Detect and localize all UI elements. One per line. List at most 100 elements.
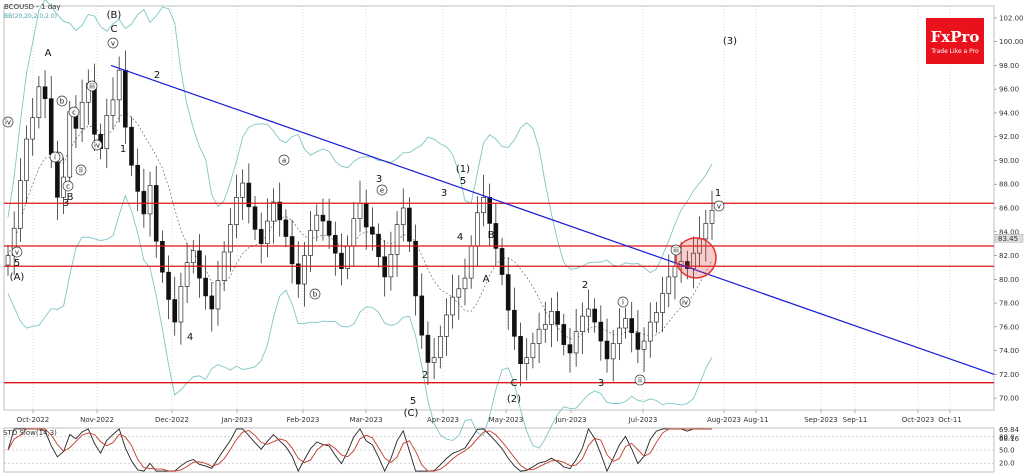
circled-wave-label: i: [54, 154, 56, 162]
candle-body: [623, 318, 628, 329]
candle-body: [542, 324, 548, 330]
x-tick-label: Aug-2023: [707, 416, 741, 424]
candle-body: [116, 69, 122, 101]
x-tick-label: Oct-2023: [902, 416, 934, 424]
wave-label: B: [488, 230, 495, 241]
candle-body: [400, 207, 406, 225]
circled-wave-label: ii: [638, 377, 642, 385]
candle-body: [431, 357, 437, 363]
candle-body: [425, 334, 431, 363]
wave-label: 1: [715, 188, 721, 199]
stochastic-value-label: 69.84: [999, 426, 1020, 434]
candle-body: [419, 295, 425, 336]
candle-body: [629, 318, 635, 334]
stochastic-level-label: 20.0: [999, 460, 1015, 468]
candle-body: [468, 245, 474, 279]
candle-body: [505, 274, 511, 311]
wave-circle: [75, 164, 87, 176]
candle-body: [413, 240, 418, 297]
candle-body: [209, 295, 215, 310]
candle-body: [462, 277, 468, 290]
circled-wave-label: iii: [673, 247, 679, 255]
candle-body: [129, 126, 134, 166]
candle-body: [184, 262, 190, 287]
circled-wave-label: b: [60, 98, 65, 106]
y-tick-label: 98.00: [999, 62, 1019, 70]
wave-label: 5: [14, 258, 20, 269]
wave-label: 4: [187, 332, 193, 343]
candlesticks: [5, 50, 715, 387]
wave-label: (A): [10, 272, 25, 283]
candle-body: [512, 309, 517, 337]
candle-body: [240, 182, 245, 198]
candle-body: [709, 210, 715, 224]
candle-body: [641, 340, 647, 350]
wave-label: C: [111, 24, 118, 35]
date-axis: Oct-2022 Nov-2022 Dec-2022 Jan-2023 Feb-2023…: [17, 410, 962, 424]
y-tick-label: 90.00: [999, 157, 1019, 165]
candle-body: [18, 180, 23, 229]
candle-body: [308, 230, 313, 256]
candle-body: [598, 321, 604, 342]
stochastic-d-line: [7, 428, 712, 472]
stochastic-label: STO Slow(14,3): [3, 429, 57, 437]
y-tick-label: 72.00: [999, 371, 1019, 379]
candle-body: [666, 276, 672, 294]
candle-body: [567, 344, 573, 354]
logo-brand: FxPro: [931, 28, 980, 46]
circled-wave-label: c: [72, 109, 76, 117]
candle-body: [456, 288, 462, 298]
fxpro-logo: FxPro Trade Like a Pro: [926, 18, 984, 64]
candle-body: [30, 117, 36, 140]
candle-body: [394, 224, 400, 255]
candle-body: [320, 214, 326, 222]
circled-wave-label: iv: [5, 119, 11, 127]
candle-body: [203, 277, 208, 297]
circled-wave-label: b: [313, 291, 318, 299]
y-tick-label: 80.00: [999, 276, 1019, 284]
wave-label: 2: [422, 370, 428, 381]
candle-body: [345, 245, 350, 269]
x-tick-label: Sep-2023: [804, 416, 838, 424]
candle-body: [444, 314, 449, 337]
wave-label: (B): [107, 10, 122, 21]
candle-body: [252, 206, 258, 230]
wave-label: 1: [120, 144, 126, 155]
candle-body: [592, 308, 597, 323]
candle-body: [302, 255, 307, 285]
candle-body: [654, 312, 659, 323]
circled-wave-label: i: [622, 299, 624, 307]
candle-body: [635, 332, 641, 350]
candle-body: [110, 99, 116, 116]
wave-circle: [617, 296, 629, 308]
candle-body: [271, 201, 276, 222]
candle-body: [437, 336, 443, 359]
wave-circle: [56, 95, 68, 107]
candle-body: [450, 296, 455, 316]
stochastic-level-label: 80.0: [999, 433, 1015, 441]
wave-label: 3: [376, 174, 382, 185]
y-tick-label: 86.00: [999, 205, 1019, 213]
wave-circle: [11, 246, 23, 258]
wave-label: A: [45, 48, 52, 59]
y-tick-label: 94.00: [999, 109, 1019, 117]
wave-label: 5: [410, 396, 416, 407]
wave-circle: [376, 184, 388, 196]
x-tick-label: Jul-2023: [628, 416, 658, 424]
candle-body: [104, 115, 110, 149]
candle-body: [172, 299, 178, 323]
candle-body: [234, 197, 239, 225]
y-tick-label: 100.00: [999, 38, 1024, 46]
candle-body: [277, 201, 283, 221]
candle-body: [475, 212, 480, 247]
candle-body: [351, 218, 357, 247]
candle-body: [524, 357, 530, 364]
circled-wave-label: c: [66, 183, 70, 191]
wave-label: (C): [404, 408, 419, 419]
wave-label: (3): [723, 36, 737, 47]
stochastic-value-label: 68.16: [999, 435, 1020, 443]
candle-body: [79, 101, 85, 129]
x-tick-label: Jun-2023: [554, 416, 586, 424]
circled-wave-label: v: [111, 40, 115, 48]
